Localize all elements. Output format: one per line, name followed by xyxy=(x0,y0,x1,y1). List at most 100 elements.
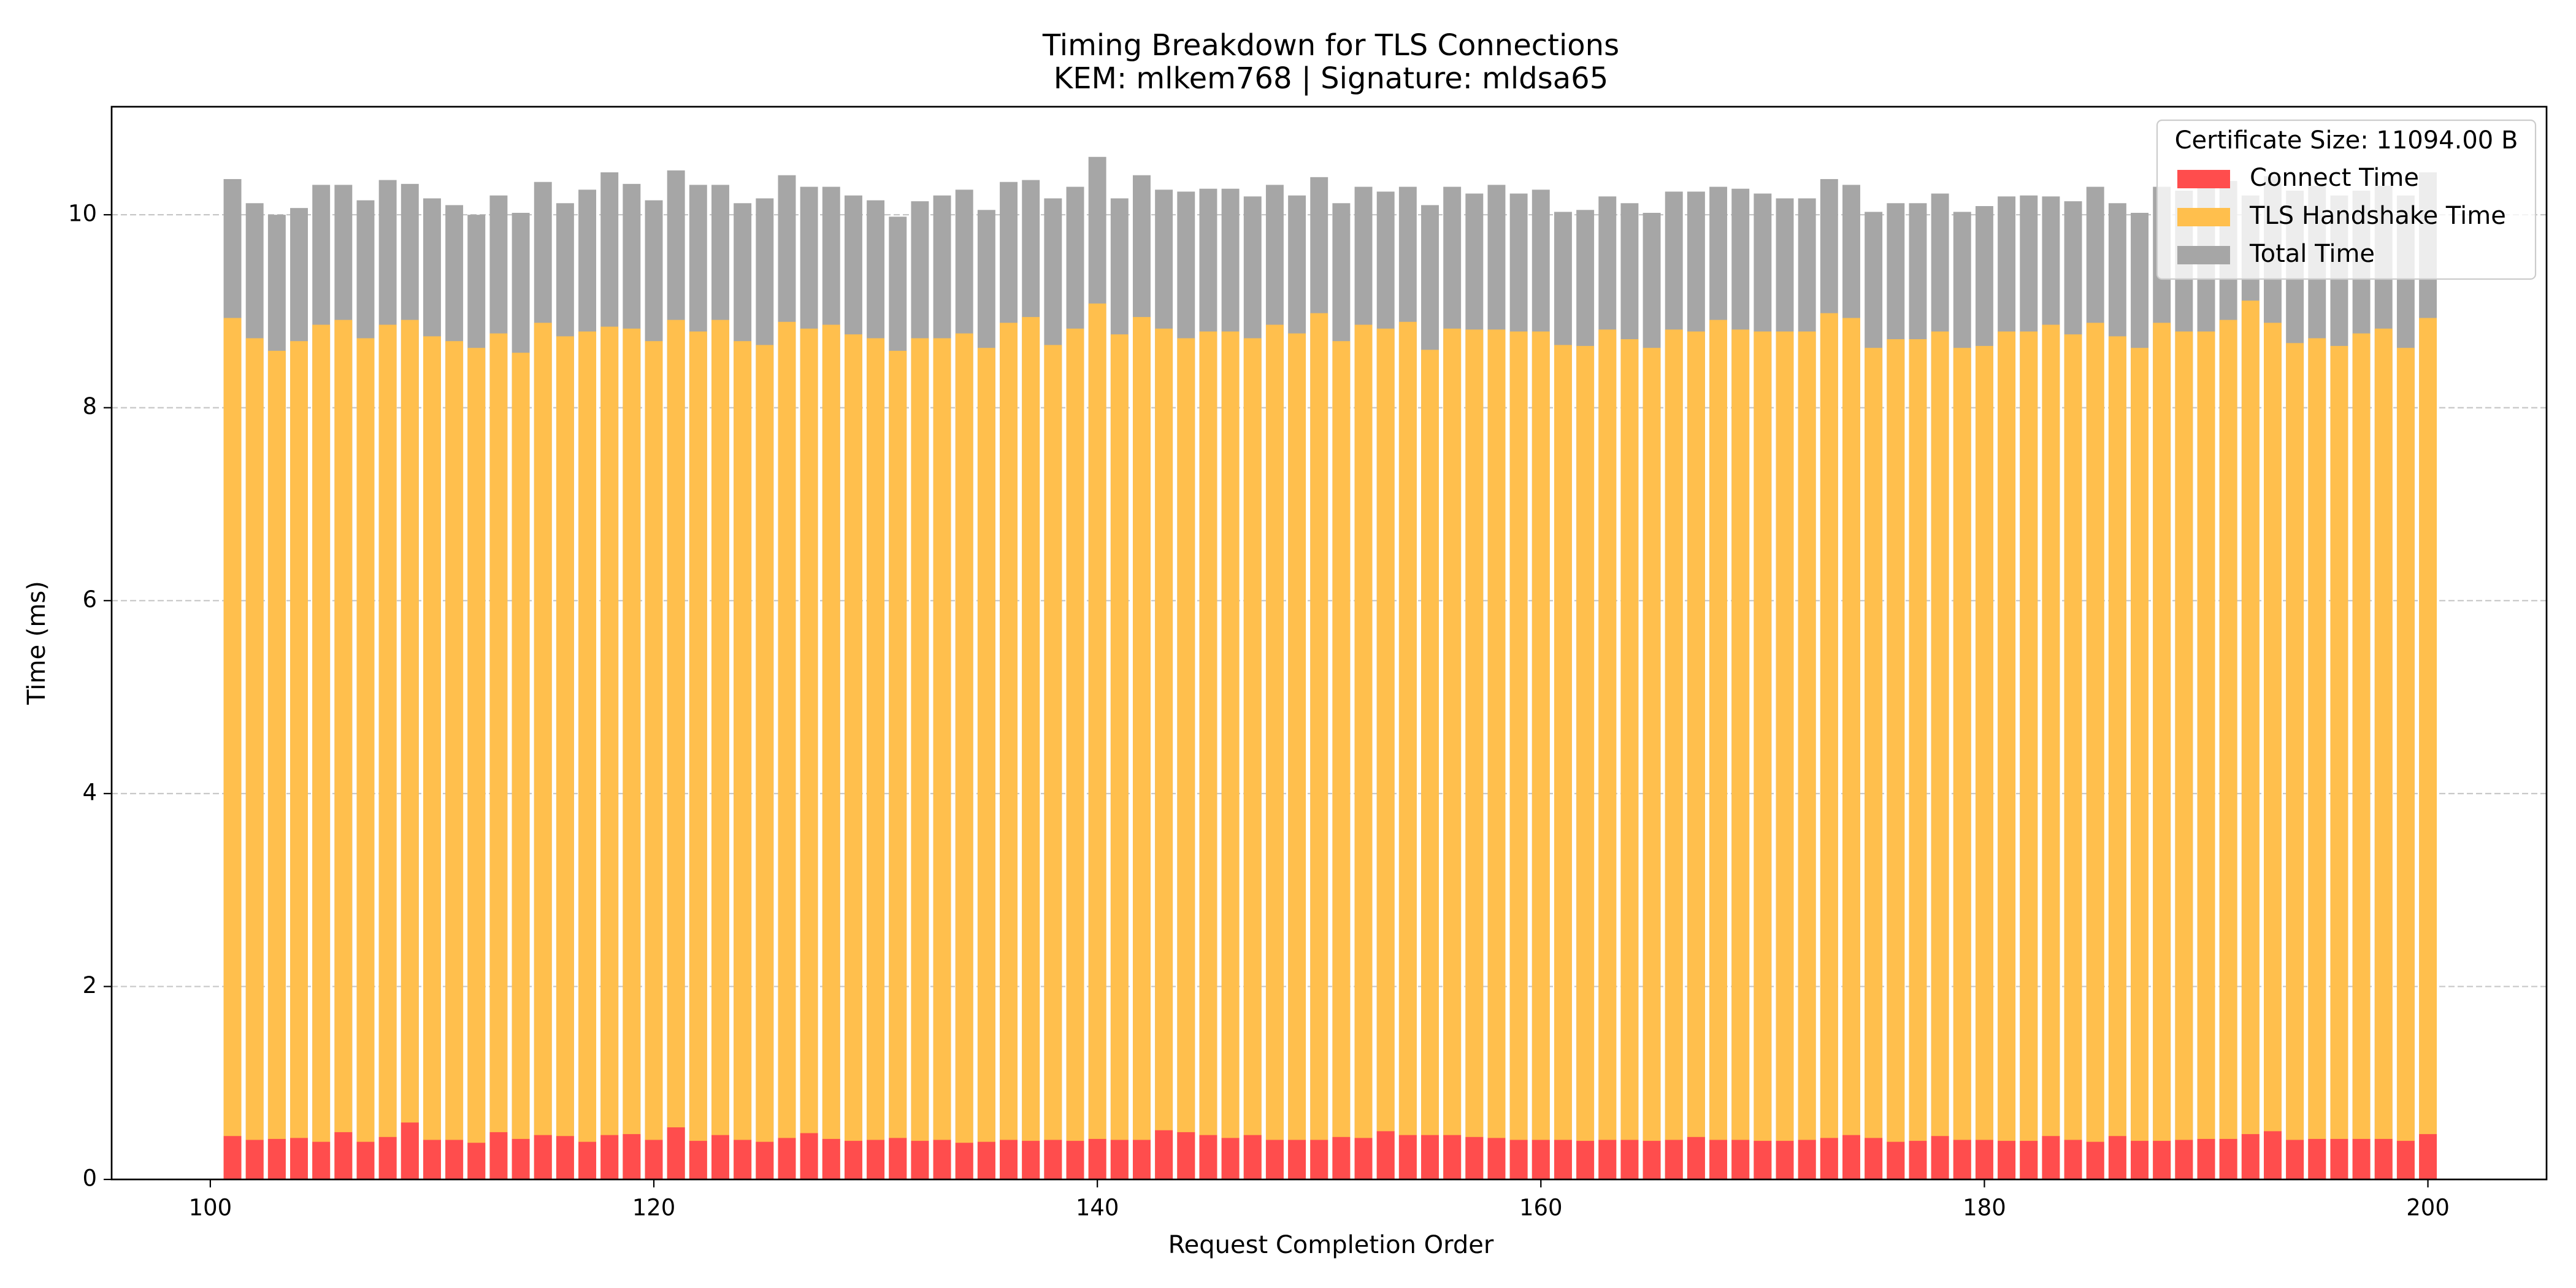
bar xyxy=(1598,1140,1617,1179)
bar xyxy=(2064,1140,2082,1179)
bar xyxy=(1953,1140,1971,1179)
bar xyxy=(1221,1138,1240,1179)
x-axis-label: Request Completion Order xyxy=(1168,1231,1494,1259)
chart-title: Timing Breakdown for TLS Connections xyxy=(1042,28,1619,63)
bar xyxy=(977,348,995,1179)
bar xyxy=(889,1138,907,1179)
bar xyxy=(2419,318,2437,1179)
bar xyxy=(1576,346,1595,1180)
bar xyxy=(578,1141,597,1179)
bar xyxy=(2108,1136,2126,1179)
bar xyxy=(1909,1141,1927,1179)
bar xyxy=(312,324,331,1180)
bar xyxy=(2396,348,2415,1179)
bar xyxy=(1332,1137,1351,1179)
bar xyxy=(578,331,597,1179)
bar xyxy=(667,1127,685,1179)
bar xyxy=(1842,1135,1860,1179)
bar xyxy=(223,1136,242,1179)
bar xyxy=(1288,333,1306,1179)
bar xyxy=(800,328,818,1179)
bar xyxy=(689,331,707,1179)
bar xyxy=(378,1137,397,1179)
bar xyxy=(1443,328,1462,1179)
bar xyxy=(2108,336,2126,1179)
bar xyxy=(822,324,840,1180)
bar xyxy=(756,1141,774,1179)
bar xyxy=(1110,1140,1129,1179)
bar xyxy=(1332,341,1351,1179)
y-tick-label: 2 xyxy=(82,972,97,999)
x-tick-label: 200 xyxy=(2406,1195,2450,1221)
bar xyxy=(933,1140,951,1179)
legend-swatch xyxy=(2177,246,2230,264)
bar xyxy=(889,350,907,1179)
bar xyxy=(1022,316,1040,1179)
bar xyxy=(1155,328,1173,1179)
bar xyxy=(1909,339,1927,1179)
bar xyxy=(2419,1134,2437,1179)
bar xyxy=(1421,1135,1439,1179)
bar xyxy=(445,1140,464,1179)
bar xyxy=(267,1138,286,1179)
legend-box xyxy=(2156,119,2537,280)
bar xyxy=(1000,1140,1018,1179)
bar xyxy=(2264,1131,2282,1179)
bar xyxy=(1465,329,1484,1179)
bar xyxy=(1044,345,1062,1179)
bar xyxy=(1554,1140,1572,1179)
x-tick-label: 100 xyxy=(189,1195,232,1221)
bar xyxy=(2197,331,2215,1179)
y-axis-label: Time (ms) xyxy=(23,581,51,705)
bar xyxy=(1865,348,1883,1179)
bar xyxy=(1665,329,1683,1179)
bar xyxy=(1798,1140,1816,1179)
y-tick-label: 8 xyxy=(82,393,97,420)
bar xyxy=(512,1138,530,1179)
bar xyxy=(1288,1140,1306,1179)
bar xyxy=(734,341,752,1179)
bar xyxy=(2264,323,2282,1179)
bar xyxy=(955,1143,973,1179)
bar xyxy=(1177,338,1195,1180)
bar xyxy=(1709,1140,1728,1179)
bar xyxy=(1665,1140,1683,1179)
bar xyxy=(2131,1141,2149,1179)
bar xyxy=(1310,1140,1328,1179)
bar xyxy=(667,320,685,1179)
bar xyxy=(1376,1131,1395,1179)
bar xyxy=(1465,1137,1484,1179)
bar xyxy=(600,326,619,1179)
bar xyxy=(1265,324,1284,1180)
bar xyxy=(245,1140,264,1179)
bar xyxy=(1509,1140,1528,1179)
bar xyxy=(267,350,286,1179)
legend-title: Certificate Size: 11094.00 B xyxy=(2175,126,2518,155)
bar xyxy=(1487,329,1506,1179)
bar xyxy=(2219,1138,2237,1179)
x-tick-label: 120 xyxy=(632,1195,676,1221)
axes-frame xyxy=(110,105,2548,1181)
bar xyxy=(1975,1140,1993,1179)
bar xyxy=(2020,1141,2038,1179)
bar xyxy=(1310,313,1328,1179)
bar xyxy=(534,323,552,1179)
bar xyxy=(2330,1138,2348,1179)
bar xyxy=(1820,313,1838,1179)
bar xyxy=(467,348,486,1179)
bar xyxy=(2175,1140,2193,1179)
bar xyxy=(1776,331,1794,1179)
bar xyxy=(2396,1141,2415,1179)
bar xyxy=(711,1135,729,1179)
bar xyxy=(1576,1141,1595,1179)
bar xyxy=(489,1132,508,1179)
bar xyxy=(1554,345,1572,1179)
bar xyxy=(645,341,663,1179)
bar xyxy=(2086,323,2104,1179)
bar xyxy=(1243,1135,1262,1179)
bar xyxy=(711,320,729,1179)
bar xyxy=(334,1132,353,1179)
bar xyxy=(1731,1140,1750,1179)
bar xyxy=(2352,333,2371,1179)
